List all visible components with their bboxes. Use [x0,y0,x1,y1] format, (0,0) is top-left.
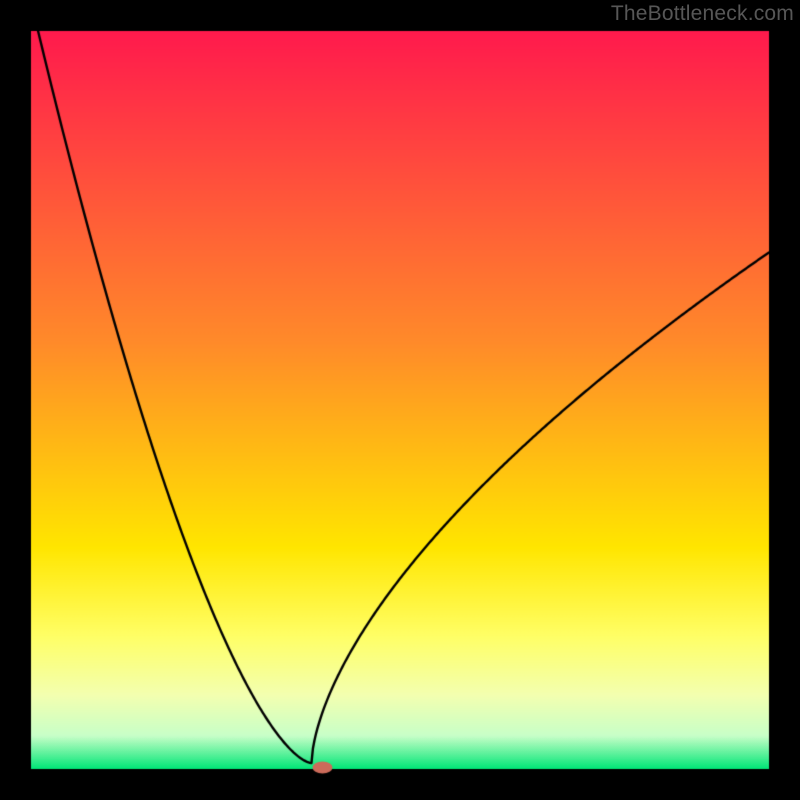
watermark-text: TheBottleneck.com [611,2,794,26]
chart-stage: TheBottleneck.com [0,0,800,800]
bottleneck-chart-canvas [0,0,800,800]
